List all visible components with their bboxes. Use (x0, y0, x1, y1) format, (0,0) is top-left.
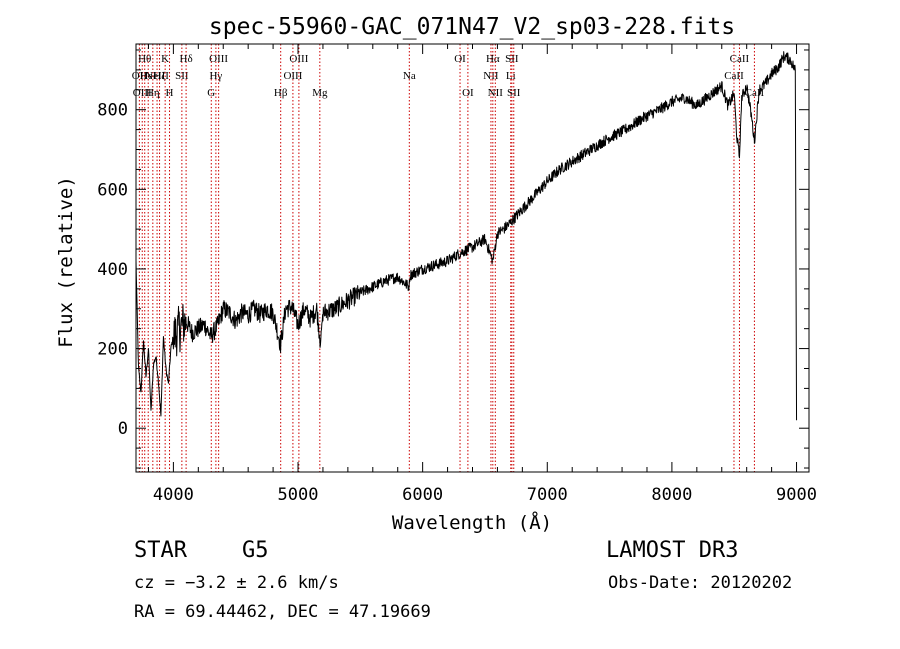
line-marker-label-23: NII (488, 87, 504, 99)
line-marker-label-9: SII (175, 70, 189, 82)
axis-ticks (136, 44, 809, 472)
line-marker-label-8: H (166, 87, 174, 99)
x-tick-label-7000: 7000 (527, 485, 568, 505)
object-class: STAR (134, 538, 187, 563)
line-marker-label-5: NeIII (145, 70, 169, 82)
line-marker-label-20: OI (462, 87, 474, 99)
line-marker-label-15: OIII (283, 70, 302, 82)
spectral-line-markers: OIIOIIIHθHeIHηNeIIIHζKHSIIHδGHγOIIIHβOII… (132, 44, 765, 472)
line-marker-label-6: Hζ (153, 70, 166, 82)
line-marker-label-21: NII (483, 70, 499, 82)
line-marker-label-18: Na (403, 70, 416, 82)
survey-name: LAMOST DR3 (606, 538, 739, 563)
x-tick-label-9000: 9000 (776, 485, 817, 505)
line-marker-label-12: Hγ (209, 70, 222, 82)
redshift-velocity: cz = −3.2 ± 2.6 km/s (134, 573, 339, 593)
line-marker-label-13: OIII (209, 53, 228, 65)
line-marker-label-19: OI (454, 53, 466, 65)
y-tick-label-800: 800 (97, 101, 128, 121)
line-marker-label-10: Hδ (180, 53, 193, 65)
x-axis-label: Wavelength (Å) (392, 511, 552, 534)
x-tick-label-5000: 5000 (278, 485, 319, 505)
line-marker-label-28: CaII (730, 53, 750, 65)
line-marker-label-17: Mg (312, 87, 328, 99)
plot-axes (135, 43, 810, 473)
line-marker-label-2: Hθ (138, 53, 151, 65)
line-marker-label-24: Li (506, 70, 516, 82)
x-tick-label-8000: 8000 (651, 485, 692, 505)
line-marker-label-11: G (207, 87, 215, 99)
plot-frame (135, 43, 810, 473)
chart-title: spec-55960-GAC_071N47_V2_sp03-228.fits (209, 14, 735, 40)
line-marker-label-7: K (161, 53, 169, 65)
x-tick-label-6000: 6000 (402, 485, 443, 505)
line-marker-label-27: CaII (724, 70, 744, 82)
line-marker-label-14: Hβ (274, 87, 288, 99)
y-tick-label-0: 0 (118, 419, 128, 439)
line-marker-label-16: OIII (289, 53, 308, 65)
x-tick-label-4000: 4000 (153, 485, 194, 505)
y-tick-label-400: 400 (97, 260, 128, 280)
spectrum-line (135, 51, 798, 421)
y-axis-label: Flux (relative) (55, 176, 77, 348)
spectrum-series (135, 51, 798, 421)
line-marker-label-4: Hη (146, 87, 160, 99)
observation-date: Obs-Date: 20120202 (608, 573, 793, 593)
line-marker-label-25: SII (505, 53, 519, 65)
y-tick-label-600: 600 (97, 180, 128, 200)
coordinates: RA = 69.44462, DEC = 47.19669 (134, 602, 431, 622)
spectral-subclass: G5 (242, 538, 269, 563)
line-marker-label-22: Hα (486, 53, 500, 65)
line-marker-label-26: SII (507, 87, 521, 99)
y-tick-label-200: 200 (97, 340, 128, 360)
axis-tick-labels: 4000 5000 6000 7000 8000 9000 0 200 400 600 800 (97, 101, 817, 505)
